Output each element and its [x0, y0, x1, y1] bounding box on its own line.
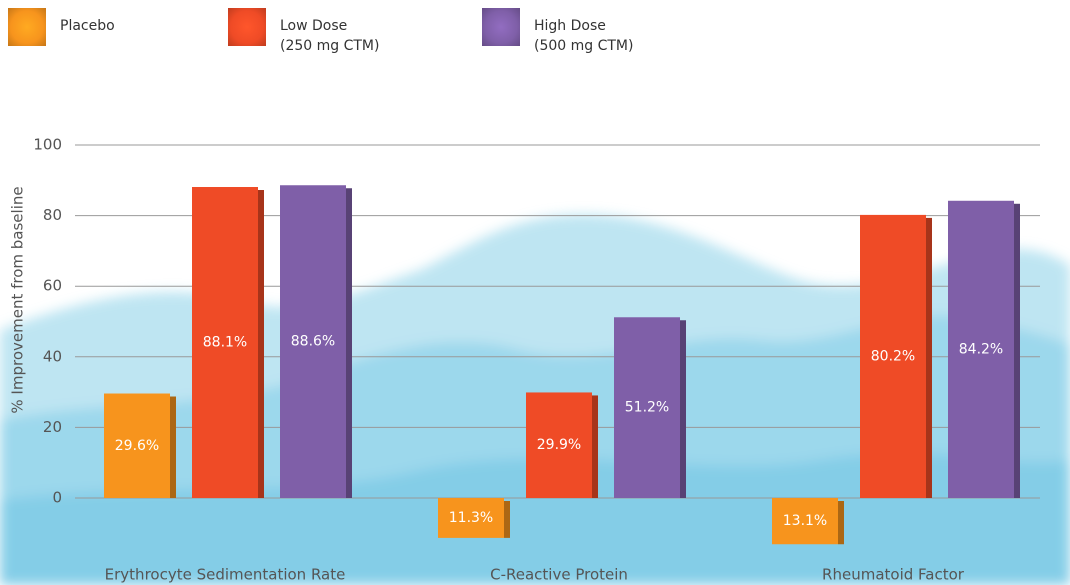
- legend-item: Low Dose (250 mg CTM): [228, 8, 428, 56]
- value-label: 51.2%: [625, 400, 669, 416]
- bar-group: 88.1%: [192, 187, 264, 498]
- y-tick-label: 60: [43, 277, 62, 295]
- bar-side: [926, 217, 932, 499]
- legend-swatch: [228, 8, 266, 46]
- bar-group: 11.3%: [438, 498, 510, 538]
- value-label: 80.2%: [871, 348, 915, 364]
- x-tick-label: Erythrocyte Sedimentation Rate: [105, 566, 346, 584]
- value-label: 29.9%: [537, 437, 581, 453]
- bar-side: [838, 501, 844, 545]
- x-tick-label: C-Reactive Protein: [490, 566, 628, 584]
- y-tick-label: 0: [52, 489, 62, 507]
- value-label: 29.6%: [115, 438, 159, 454]
- y-tick-label: 20: [43, 418, 62, 436]
- bar-side: [346, 188, 352, 498]
- bar-group: 84.2%: [948, 200, 1020, 499]
- legend-swatch: [8, 8, 46, 46]
- legend-swatch: [482, 8, 520, 46]
- bar: [192, 187, 258, 498]
- bar-side: [504, 501, 510, 538]
- bar-group: 29.9%: [526, 392, 598, 498]
- bar: [860, 214, 926, 499]
- bar-group: 88.6%: [280, 185, 352, 498]
- x-tick-label: Rheumatoid Factor: [822, 566, 965, 584]
- bar: [280, 185, 346, 498]
- y-axis-label: % Improvement from baseline: [9, 186, 27, 413]
- y-tick-label: 80: [43, 206, 62, 224]
- bar-side: [170, 396, 176, 498]
- y-tick-label: 100: [33, 136, 62, 154]
- bar-side: [592, 395, 598, 498]
- bar-group: 51.2%: [614, 317, 686, 498]
- legend-label: Placebo: [60, 18, 115, 34]
- bar-group: 29.6%: [104, 393, 176, 498]
- bar-side: [1014, 203, 1020, 499]
- bar: [948, 200, 1014, 499]
- bar: [104, 393, 170, 498]
- legend-label: High Dose (500 mg CTM): [534, 18, 634, 54]
- value-label: 88.6%: [291, 334, 335, 350]
- legend-item: High Dose (500 mg CTM): [482, 8, 682, 56]
- y-tick-label: 40: [43, 347, 62, 365]
- bar-group: 13.1%: [772, 498, 844, 545]
- value-label: 13.1%: [783, 513, 827, 529]
- legend-item: Placebo: [8, 8, 208, 46]
- bar: [772, 498, 838, 545]
- value-label: 11.3%: [449, 510, 493, 526]
- bar: [614, 317, 680, 498]
- bar: [438, 498, 504, 538]
- value-label: 84.2%: [959, 341, 1003, 357]
- bar-side: [258, 190, 264, 498]
- value-label: 88.1%: [203, 335, 247, 351]
- bar: [526, 392, 592, 498]
- bar-group: 80.2%: [860, 214, 932, 499]
- bar-side: [680, 320, 686, 498]
- legend-label: Low Dose (250 mg CTM): [280, 18, 380, 54]
